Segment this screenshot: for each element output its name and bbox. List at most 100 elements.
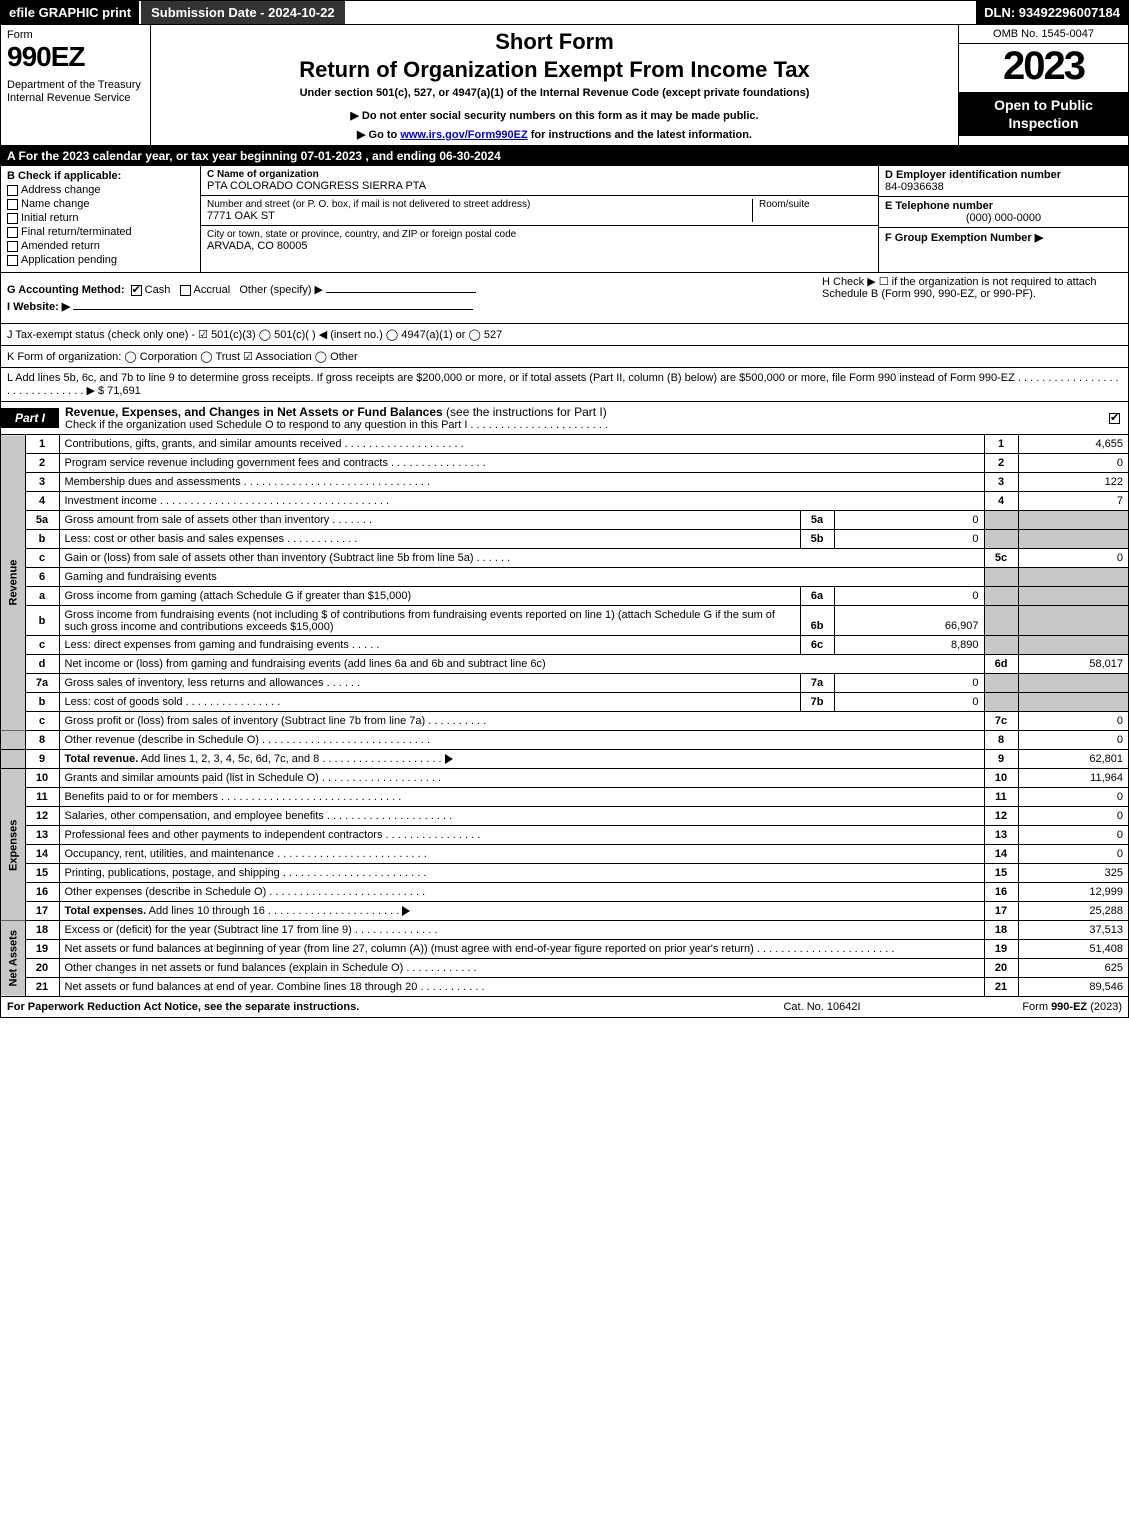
line-4-num: 4 — [25, 492, 59, 511]
line-16-desc: Other expenses (describe in Schedule O) … — [59, 883, 984, 902]
tax-year: 2023 — [959, 44, 1128, 92]
line-17-desc: Total expenses. Add lines 10 through 16 … — [59, 902, 984, 921]
part-1-label: Part I — [1, 408, 59, 428]
website-input[interactable] — [73, 309, 473, 310]
line-19-r: 19 — [984, 940, 1018, 959]
k-form-of-org: K Form of organization: ◯ Corporation ◯ … — [1, 346, 1128, 368]
omb-number: OMB No. 1545-0047 — [959, 25, 1128, 44]
chk-name-change[interactable]: Name change — [7, 198, 194, 210]
line-12-num: 12 — [25, 807, 59, 826]
section-c: C Name of organization PTA COLORADO CONG… — [201, 166, 878, 272]
line-6-desc: Gaming and fundraising events — [59, 568, 984, 587]
part-1-title: Revenue, Expenses, and Changes in Net As… — [59, 402, 1104, 434]
line-16-amt: 12,999 — [1018, 883, 1128, 902]
line-5b-subamt: 0 — [834, 530, 984, 549]
line-3-r: 3 — [984, 473, 1018, 492]
line-15-amt: 325 — [1018, 864, 1128, 883]
line-3-desc: Membership dues and assessments . . . . … — [59, 473, 984, 492]
line-5b-desc: Less: cost or other basis and sales expe… — [59, 530, 800, 549]
line-9-r: 9 — [984, 750, 1018, 769]
line-7c-amt: 0 — [1018, 712, 1128, 731]
chk-address-change[interactable]: Address change — [7, 184, 194, 196]
line-6c-num: c — [25, 636, 59, 655]
line-17-amt: 25,288 — [1018, 902, 1128, 921]
footer-right: Form 990-EZ (2023) — [922, 1001, 1122, 1013]
line-7b-subamt: 0 — [834, 693, 984, 712]
line-7a-subamt: 0 — [834, 674, 984, 693]
line-5c-amt: 0 — [1018, 549, 1128, 568]
form-word: Form — [7, 29, 144, 41]
row-a-tax-year: A For the 2023 calendar year, or tax yea… — [1, 146, 1128, 166]
line-18-desc: Excess or (deficit) for the year (Subtra… — [59, 921, 984, 940]
form-number: 990EZ — [7, 41, 144, 73]
e-lbl: E Telephone number — [885, 200, 993, 212]
line-13-desc: Professional fees and other payments to … — [59, 826, 984, 845]
part-1-schedule-o-check[interactable] — [1104, 412, 1128, 424]
chk-amended-return[interactable]: Amended return — [7, 240, 194, 252]
header-right: OMB No. 1545-0047 2023 Open to Public In… — [958, 25, 1128, 145]
line-5a-num: 5a — [25, 511, 59, 530]
line-21-desc: Net assets or fund balances at end of ye… — [59, 978, 984, 997]
line-18-num: 18 — [25, 921, 59, 940]
irs-link[interactable]: www.irs.gov/Form990EZ — [400, 129, 527, 141]
line-6d-amt: 58,017 — [1018, 655, 1128, 674]
line-3-amt: 122 — [1018, 473, 1128, 492]
j-tax-exempt: J Tax-exempt status (check only one) - ☑… — [1, 324, 1128, 346]
line-6d-desc: Net income or (loss) from gaming and fun… — [59, 655, 984, 674]
line-6d-r: 6d — [984, 655, 1018, 674]
sub3-post: for instructions and the latest informat… — [528, 129, 752, 141]
line-11-desc: Benefits paid to or for members . . . . … — [59, 788, 984, 807]
form-990ez-page: efile GRAPHIC print Submission Date - 20… — [0, 0, 1129, 1018]
chk-cash[interactable] — [131, 285, 142, 296]
line-1-num: 1 — [25, 435, 59, 454]
org-city: ARVADA, CO 80005 — [207, 240, 872, 252]
page-footer: For Paperwork Reduction Act Notice, see … — [1, 996, 1128, 1017]
line-7c-r: 7c — [984, 712, 1018, 731]
e-phone: E Telephone number (000) 000-0000 — [879, 197, 1128, 228]
line-5b-sub: 5b — [800, 530, 834, 549]
org-street: 7771 OAK ST — [207, 210, 752, 222]
line-13-amt: 0 — [1018, 826, 1128, 845]
arrow-icon — [445, 754, 453, 764]
line-10-amt: 11,964 — [1018, 769, 1128, 788]
line-21-r: 21 — [984, 978, 1018, 997]
l-text: L Add lines 5b, 6c, and 7b to line 9 to … — [7, 372, 1119, 397]
line-2-amt: 0 — [1018, 454, 1128, 473]
line-7c-desc: Gross profit or (loss) from sales of inv… — [59, 712, 984, 731]
c-name-lbl: C Name of organization — [207, 169, 872, 180]
chk-accrual[interactable] — [180, 285, 191, 296]
short-form-label: Short Form — [157, 29, 952, 55]
header-middle: Short Form Return of Organization Exempt… — [151, 25, 958, 145]
line-5c-desc: Gain or (loss) from sale of assets other… — [59, 549, 984, 568]
l-amount: 71,691 — [107, 385, 141, 397]
line-5c-r: 5c — [984, 549, 1018, 568]
line-5a-desc: Gross amount from sale of assets other t… — [59, 511, 800, 530]
line-1-r: 1 — [984, 435, 1018, 454]
efile-label: efile GRAPHIC print — [1, 1, 139, 24]
line-7a-desc: Gross sales of inventory, less returns a… — [59, 674, 800, 693]
line-6a-desc: Gross income from gaming (attach Schedul… — [59, 587, 800, 606]
chk-application-pending[interactable]: Application pending — [7, 254, 194, 266]
form-header: Form 990EZ Department of the Treasury In… — [1, 25, 1128, 146]
line-5a-grey — [984, 511, 1018, 530]
line-7a-num: 7a — [25, 674, 59, 693]
line-2-num: 2 — [25, 454, 59, 473]
top-bar: efile GRAPHIC print Submission Date - 20… — [1, 1, 1128, 25]
other-specify-input[interactable] — [326, 292, 476, 293]
line-2-r: 2 — [984, 454, 1018, 473]
line-14-desc: Occupancy, rent, utilities, and maintena… — [59, 845, 984, 864]
subtitle-3: ▶ Go to www.irs.gov/Form990EZ for instru… — [157, 128, 952, 141]
line-6b-desc: Gross income from fundraising events (no… — [59, 606, 800, 636]
line-5c-num: c — [25, 549, 59, 568]
line-5a-greyamt — [1018, 511, 1128, 530]
chk-initial-return[interactable]: Initial return — [7, 212, 194, 224]
section-def: D Employer identification number 84-0936… — [878, 166, 1128, 272]
submission-date: Submission Date - 2024-10-22 — [139, 1, 345, 24]
line-9-desc: Total revenue. Total revenue. Add lines … — [59, 750, 984, 769]
line-10-r: 10 — [984, 769, 1018, 788]
footer-left: For Paperwork Reduction Act Notice, see … — [7, 1001, 722, 1013]
line-6a-sub: 6a — [800, 587, 834, 606]
line-2-desc: Program service revenue including govern… — [59, 454, 984, 473]
line-14-num: 14 — [25, 845, 59, 864]
chk-final-return[interactable]: Final return/terminated — [7, 226, 194, 238]
